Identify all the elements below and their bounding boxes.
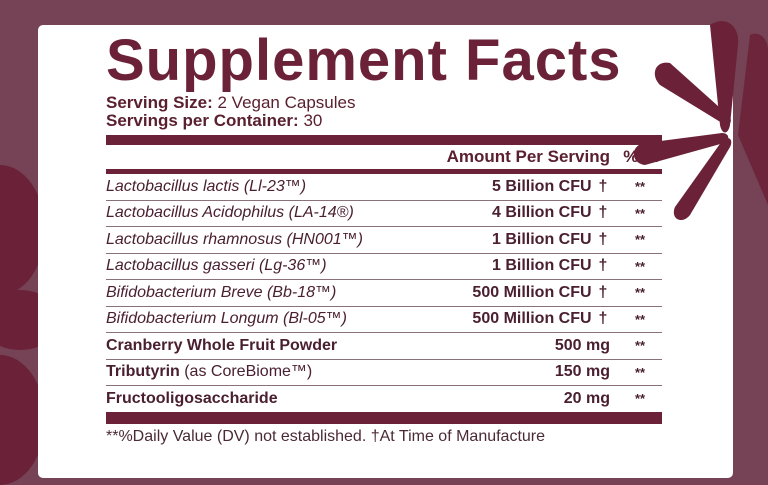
ingredient-amount: 150 mg bbox=[554, 363, 610, 381]
table-row: Bifidobacterium Longum (Bl-05™) 500 Mill… bbox=[106, 307, 662, 333]
label-panel bbox=[38, 25, 733, 478]
dagger-icon: † bbox=[598, 204, 608, 222]
dagger-icon: † bbox=[598, 177, 608, 195]
ingredient-name: Fructooligosaccharide bbox=[106, 389, 278, 407]
supplement-facts-label: Supplement Facts Serving Size: 2 Vegan C… bbox=[106, 28, 662, 446]
ingredient-dv: ** bbox=[634, 391, 646, 407]
serving-size-value: 2 Vegan Capsules bbox=[212, 93, 356, 112]
ingredient-name-suffix: (as CoreBiome™) bbox=[179, 363, 313, 381]
ingredient-name: Bifidobacterium Breve (Bb-18™) bbox=[106, 283, 337, 301]
dagger-icon: † bbox=[598, 283, 608, 301]
servings-per-container: Servings per Container: 30 bbox=[106, 112, 662, 130]
table-row: Lactobacillus Acidophilus (LA-14®) 4 Bil… bbox=[106, 201, 662, 227]
ingredient-dv: ** bbox=[634, 364, 646, 380]
ingredient-dv: ** bbox=[634, 311, 646, 327]
ingredient-name: Lactobacillus rhamnosus (HN001™) bbox=[106, 230, 363, 248]
table-row: Bifidobacterium Breve (Bb-18™) 500 Milli… bbox=[106, 280, 662, 307]
ingredient-dv: ** bbox=[634, 232, 646, 248]
ingredient-name: Lactobacillus gasseri (Lg-36™) bbox=[106, 257, 327, 275]
ingredient-name: Cranberry Whole Fruit Powder bbox=[106, 336, 338, 354]
ingredient-name: Bifidobacterium Longum (Bl-05™) bbox=[106, 310, 347, 328]
header-amount: Amount Per Serving bbox=[446, 147, 610, 166]
flower-decoration-right-icon bbox=[633, 21, 768, 221]
ingredient-dv: ** bbox=[634, 258, 646, 274]
ingredient-amount: 4 Billion CFU † bbox=[492, 204, 610, 222]
ingredient-amount: 1 Billion CFU † bbox=[492, 257, 610, 275]
dagger-icon: † bbox=[598, 230, 608, 248]
ingredient-amount: 5 Billion CFU † bbox=[492, 178, 610, 196]
table-row: Lactobacillus lactis (Ll-23™) 5 Billion … bbox=[106, 174, 662, 201]
dagger-icon: † bbox=[598, 257, 608, 275]
page-title: Supplement Facts bbox=[106, 28, 622, 93]
ingredient-amount: 1 Billion CFU † bbox=[492, 231, 610, 249]
table-row: Cranberry Whole Fruit Powder 500 mg ** bbox=[106, 333, 662, 360]
ingredient-amount: 500 Million CFU † bbox=[472, 310, 610, 328]
table-header: Amount Per Serving %DV bbox=[106, 145, 662, 169]
table-row: Tributyrin (as CoreBiome™) 150 mg ** bbox=[106, 360, 662, 386]
ingredient-amount: 20 mg bbox=[563, 389, 610, 407]
serving-size-label: Serving Size: bbox=[106, 93, 213, 112]
divider-thick bbox=[106, 135, 662, 145]
ingredient-name: Lactobacillus Acidophilus (LA-14®) bbox=[106, 204, 354, 222]
dagger-icon: † bbox=[598, 310, 608, 328]
servings-per-container-value: 30 bbox=[298, 111, 323, 130]
table-row: Lactobacillus gasseri (Lg-36™) 1 Billion… bbox=[106, 254, 662, 280]
ingredient-amount: 500 mg bbox=[554, 336, 610, 354]
ingredient-dv: ** bbox=[634, 179, 646, 195]
ingredient-name: Lactobacillus lactis (Ll-23™) bbox=[106, 177, 307, 195]
table-row: Lactobacillus rhamnosus (HN001™) 1 Billi… bbox=[106, 227, 662, 254]
table-row: Fructooligosaccharide 20 mg ** bbox=[106, 386, 662, 412]
serving-size: Serving Size: 2 Vegan Capsules bbox=[106, 94, 662, 112]
footnote: **%Daily Value (DV) not established. †At… bbox=[106, 427, 546, 445]
divider-bottom bbox=[106, 411, 662, 424]
ingredient-dv: ** bbox=[634, 205, 646, 221]
ingredient-amount: 500 Million CFU † bbox=[472, 284, 610, 302]
servings-per-container-label: Servings per Container: bbox=[106, 111, 299, 130]
ingredient-name: Tributyrin (as CoreBiome™) bbox=[106, 363, 313, 381]
ingredient-dv: ** bbox=[634, 338, 646, 354]
ingredient-dv: ** bbox=[634, 285, 646, 301]
divider-medium bbox=[106, 169, 662, 174]
